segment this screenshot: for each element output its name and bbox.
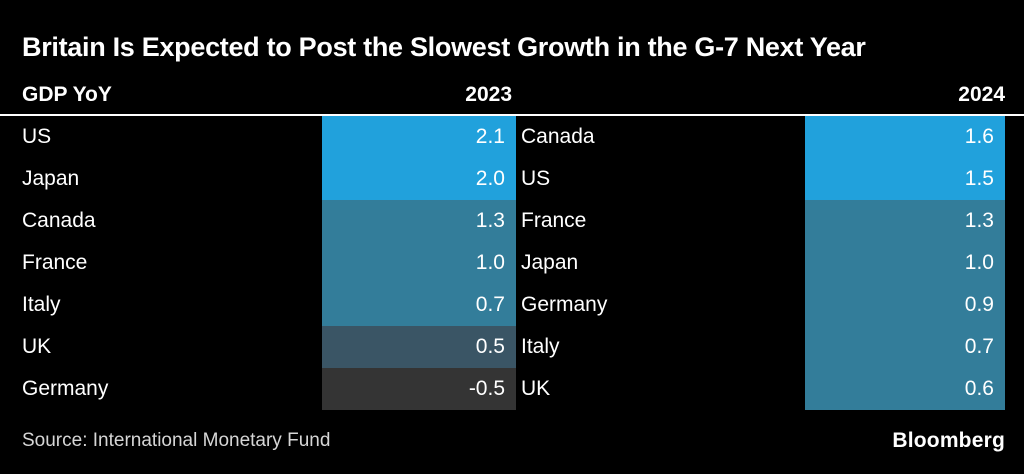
bloomberg-logo: Bloomberg — [892, 429, 1005, 452]
country-label: UK — [22, 326, 322, 368]
country-label: US — [22, 116, 322, 158]
table-row: UK 0.6 — [516, 368, 1005, 410]
value-cell: 0.7 — [322, 284, 516, 326]
value-cell: 0.7 — [805, 326, 1005, 368]
table-row: Japan 2.0 — [22, 158, 516, 200]
source-attribution: Source: International Monetary Fund — [22, 430, 331, 451]
value-cell: 1.5 — [805, 158, 1005, 200]
country-label: Italy — [516, 326, 805, 368]
table-row: Italy 0.7 — [516, 326, 1005, 368]
footer: Source: International Monetary Fund Bloo… — [22, 429, 1005, 453]
column-header-row: GDP YoY 2023 2024 — [22, 84, 1005, 106]
year-header-2023: 2023 — [465, 83, 512, 106]
table-row: Italy 0.7 — [22, 284, 516, 326]
value-cell: 2.1 — [322, 116, 516, 158]
country-label: Germany — [22, 368, 322, 410]
year-header-2024: 2024 — [958, 83, 1005, 106]
table-2024: Canada 1.6 US 1.5 France 1.3 Japan 1.0 G… — [516, 116, 1005, 410]
country-label: US — [516, 158, 805, 200]
data-tables: US 2.1 Japan 2.0 Canada 1.3 France 1.0 I… — [22, 116, 1005, 410]
table-row: Germany 0.9 — [516, 284, 1005, 326]
value-cell: 0.6 — [805, 368, 1005, 410]
header-spacer — [516, 84, 805, 106]
table-row: Canada 1.6 — [516, 116, 1005, 158]
table-2023: US 2.1 Japan 2.0 Canada 1.3 France 1.0 I… — [22, 116, 516, 410]
value-cell: 1.6 — [805, 116, 1005, 158]
value-cell: 0.5 — [322, 326, 516, 368]
table-row: UK 0.5 — [22, 326, 516, 368]
country-label: Italy — [22, 284, 322, 326]
value-cell: 1.3 — [805, 200, 1005, 242]
table-row: France 1.0 — [22, 242, 516, 284]
table-row: Germany -0.5 — [22, 368, 516, 410]
header-divider-line — [0, 114, 1024, 116]
country-label: Canada — [516, 116, 805, 158]
country-label: Germany — [516, 284, 805, 326]
chart-title: Britain Is Expected to Post the Slowest … — [22, 32, 866, 62]
country-label: Canada — [22, 200, 322, 242]
country-label: France — [22, 242, 322, 284]
table-row: Japan 1.0 — [516, 242, 1005, 284]
country-label: Japan — [22, 158, 322, 200]
metric-label: GDP YoY — [22, 83, 112, 106]
country-label: France — [516, 200, 805, 242]
country-label: Japan — [516, 242, 805, 284]
value-cell: 1.3 — [322, 200, 516, 242]
table-row: US 1.5 — [516, 158, 1005, 200]
table-row: France 1.3 — [516, 200, 1005, 242]
value-cell: -0.5 — [322, 368, 516, 410]
value-cell: 2.0 — [322, 158, 516, 200]
country-label: UK — [516, 368, 805, 410]
value-cell: 0.9 — [805, 284, 1005, 326]
value-cell: 1.0 — [322, 242, 516, 284]
value-cell: 1.0 — [805, 242, 1005, 284]
table-row: US 2.1 — [22, 116, 516, 158]
table-row: Canada 1.3 — [22, 200, 516, 242]
